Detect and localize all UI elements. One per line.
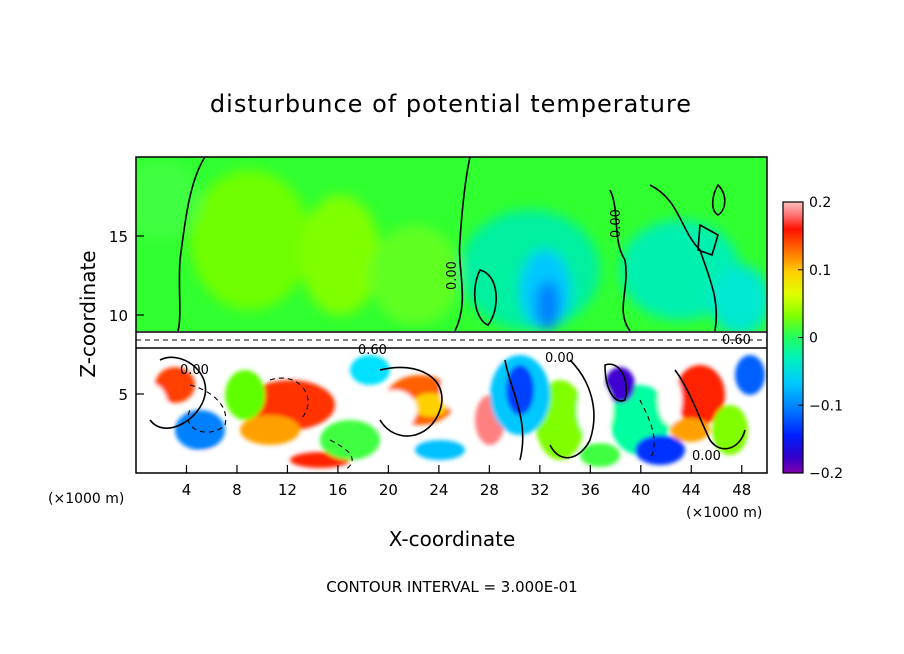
x-unit-left: (×1000 m) (48, 491, 124, 507)
contour-label: 0.00 (180, 363, 209, 378)
contour-label: 0.00 (545, 351, 574, 366)
y-axis-label: Z-coordinate (76, 250, 100, 377)
heatmap-field (136, 157, 767, 473)
x-unit-right: (×1000 m) (686, 505, 762, 521)
x-tick-label: 12 (278, 481, 297, 499)
contour-label: 0.60 (358, 343, 387, 358)
x-tick-label: 28 (480, 481, 499, 499)
x-tick-label: 36 (581, 481, 600, 499)
colorbar-tick-label: −0.2 (809, 466, 843, 482)
contour-interval-note: CONTOUR INTERVAL = 3.000E-01 (326, 578, 577, 596)
contour-label: 0.00 (692, 449, 721, 464)
x-tick-label: 32 (530, 481, 549, 499)
colorbar-tick-label: −0.1 (809, 398, 843, 414)
x-tick-label: 44 (682, 481, 701, 499)
y-axis: 5 10 15 (109, 228, 144, 404)
y-tick-label: 5 (118, 386, 128, 404)
contour-label: 0.00 (609, 209, 624, 238)
contour-label-layer: 0.00 0.00 0.60 0.60 0.00 0.00 0.00 (180, 209, 751, 464)
colorbar-tick-label: 0.2 (809, 195, 831, 211)
x-tick-label: 24 (429, 481, 448, 499)
chart-title: disturbunce of potential temperature (210, 90, 692, 118)
contour-label: 0.60 (722, 333, 751, 348)
x-tick-label: 20 (379, 481, 398, 499)
x-axis-label: X-coordinate (389, 527, 516, 551)
colorbar-tick-label: 0 (809, 331, 818, 347)
x-tick-label: 48 (732, 481, 751, 499)
y-tick-label: 15 (109, 228, 128, 246)
x-tick-label: 40 (631, 481, 650, 499)
x-tick-label: 16 (328, 481, 347, 499)
x-tick-label: 4 (182, 481, 192, 499)
contour-lines-dashed (136, 339, 767, 471)
x-axis: 4 8 12 16 20 24 28 32 36 40 44 48 (182, 465, 751, 499)
colorbar-ticks: 0.2 0.1 0 −0.1 −0.2 (798, 195, 843, 482)
x-tick-label: 8 (232, 481, 242, 499)
contour-lines (136, 157, 767, 461)
colorbar-tick-label: 0.1 (809, 263, 831, 279)
y-tick-label: 10 (109, 307, 128, 325)
contour-label: 0.00 (445, 261, 460, 290)
